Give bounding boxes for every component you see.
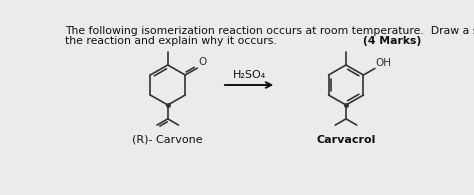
Text: The following isomerization reaction occurs at room temperature.  Draw a stepwis: The following isomerization reaction occ… [64,26,474,36]
Text: (4 Marks): (4 Marks) [363,36,421,46]
Text: the reaction and explain why it occurs.: the reaction and explain why it occurs. [64,36,276,46]
Text: Carvacrol: Carvacrol [316,135,376,145]
Text: (R)- Carvone: (R)- Carvone [132,135,203,145]
Text: H₂SO₄: H₂SO₄ [233,70,266,80]
Text: O: O [199,57,207,67]
Text: OH: OH [375,58,392,68]
